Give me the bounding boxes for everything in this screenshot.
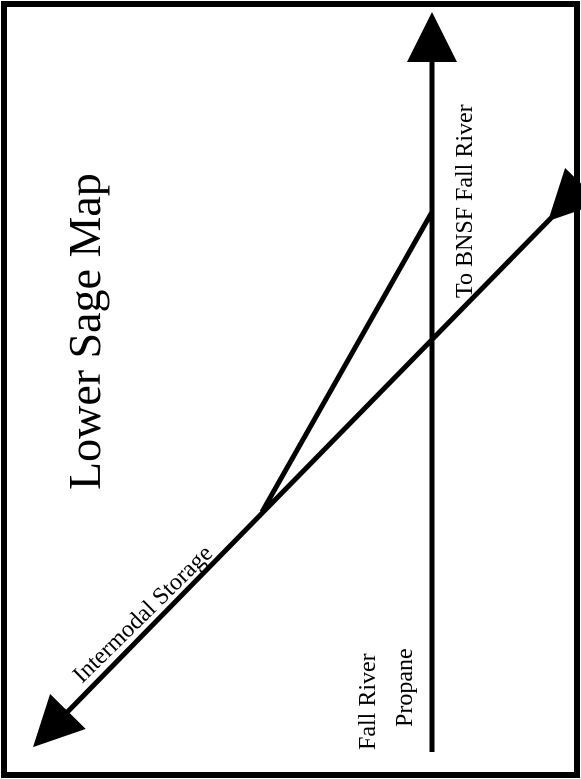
intermodal-diagonal-track — [33, 167, 581, 748]
connecting-spur-track — [259, 210, 435, 514]
propane-label-line1: Fall River — [355, 653, 381, 750]
map-title: Lower Sage Map — [59, 173, 110, 490]
storage-label: Intermodal Storage — [68, 540, 218, 688]
propane-label-line2: Propane — [392, 648, 418, 727]
destination-label: To BNSF Fall River — [452, 104, 478, 298]
